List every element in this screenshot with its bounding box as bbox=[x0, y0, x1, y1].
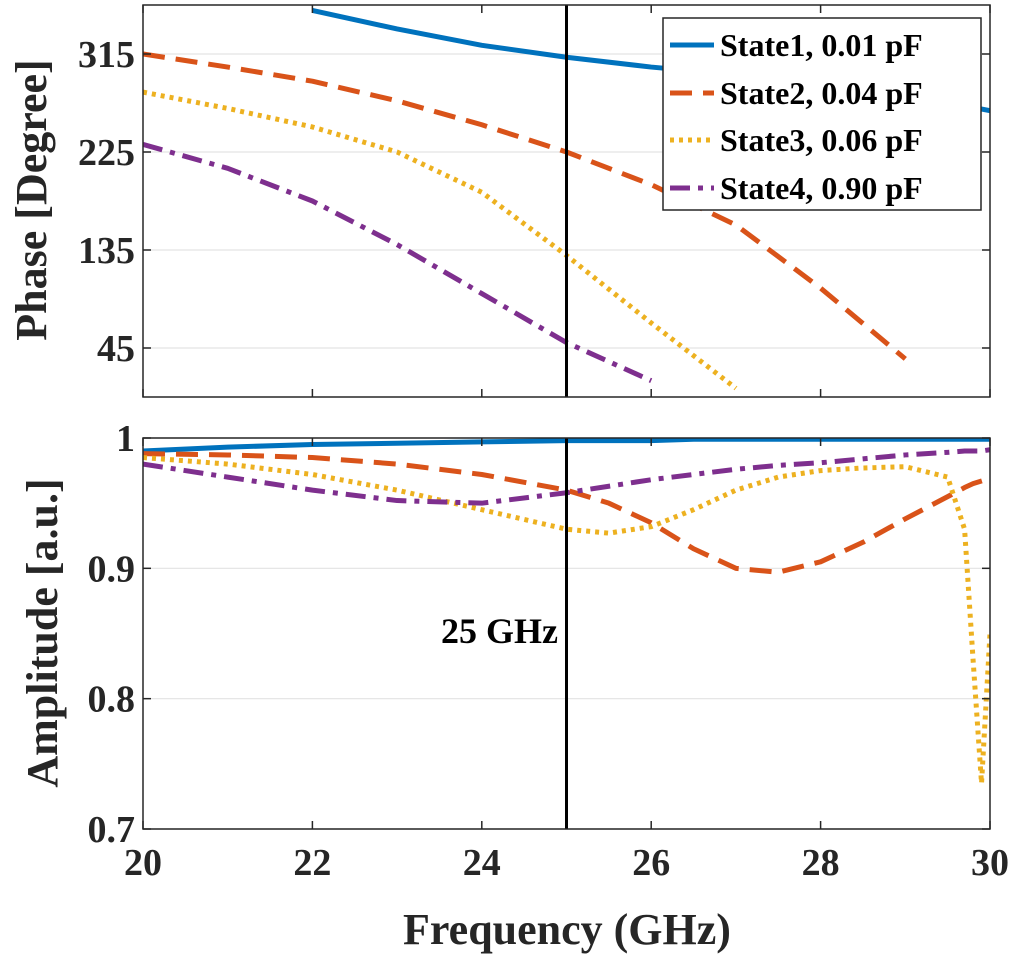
x-tick-label-0: 20 bbox=[124, 842, 162, 884]
amplitude-y-tick-label-1: 0.8 bbox=[88, 679, 136, 721]
phase-axes-box bbox=[142, 4, 991, 398]
amplitude-panel: 25 GHz 0.7 0.8 0.9 1 20 22 24 26 28 30 Amplitude… bbox=[18, 418, 1009, 954]
amplitude-y-tick-label-3: 1 bbox=[116, 418, 135, 460]
x-axis-label: Frequency (GHz) bbox=[403, 905, 731, 954]
amplitude-axes-box bbox=[142, 437, 991, 830]
amplitude-y-ticks: 0.7 0.8 0.9 1 bbox=[88, 418, 990, 851]
amplitude-series-line-state4 bbox=[143, 447, 990, 506]
amplitude-series-lines bbox=[143, 438, 990, 786]
legend-entry-state4: State4, 0.90 pF bbox=[670, 170, 923, 206]
phase-y-axis-label: Phase [Degree] bbox=[7, 59, 56, 340]
phase-y-tick-label-0: 45 bbox=[97, 328, 135, 370]
phase-series-line-state2 bbox=[143, 51, 907, 361]
legend-label-state2: State2, 0.04 pF bbox=[720, 75, 923, 111]
phase-panel: 45 135 225 315 Phase [Degree] bbox=[7, 4, 991, 398]
legend-entry-state3: State3, 0.06 pF bbox=[670, 122, 923, 158]
amplitude-x-ticks: 20 22 24 26 28 30 bbox=[124, 438, 1009, 884]
marker-annotation-25ghz: 25 GHz bbox=[441, 611, 558, 651]
legend-label-state3: State3, 0.06 pF bbox=[720, 122, 923, 158]
x-tick-label-4: 28 bbox=[802, 842, 840, 884]
phase-series-line-state3 bbox=[143, 89, 738, 391]
amplitude-series-line-state1 bbox=[143, 438, 990, 454]
phase-y-ticks: 45 135 225 315 bbox=[78, 5, 991, 397]
legend-box bbox=[662, 17, 982, 211]
amplitude-y-tick-label-0: 0.7 bbox=[88, 809, 136, 851]
legend-label-state4: State4, 0.90 pF bbox=[720, 170, 923, 206]
amplitude-series-line-state2 bbox=[143, 451, 990, 575]
x-tick-label-1: 22 bbox=[293, 842, 331, 884]
phase-y-tick-label-2: 225 bbox=[78, 132, 135, 174]
x-tick-label-3: 26 bbox=[632, 842, 670, 884]
phase-y-tick-label-1: 135 bbox=[78, 230, 135, 272]
legend-label-state1: State1, 0.01 pF bbox=[720, 27, 923, 63]
amplitude-y-tick-label-2: 0.9 bbox=[88, 548, 136, 590]
phase-y-tick-label-3: 315 bbox=[78, 34, 135, 76]
x-tick-label-5: 30 bbox=[971, 842, 1009, 884]
amplitude-y-axis-label: Amplitude [a.u.] bbox=[18, 478, 67, 787]
legend-entry-state2: State2, 0.04 pF bbox=[670, 75, 923, 111]
x-tick-label-2: 24 bbox=[463, 842, 501, 884]
legend-entry-state1: State1, 0.01 pF bbox=[670, 27, 923, 63]
legend: State1, 0.01 pF State2, 0.04 pF State3, … bbox=[662, 17, 982, 211]
